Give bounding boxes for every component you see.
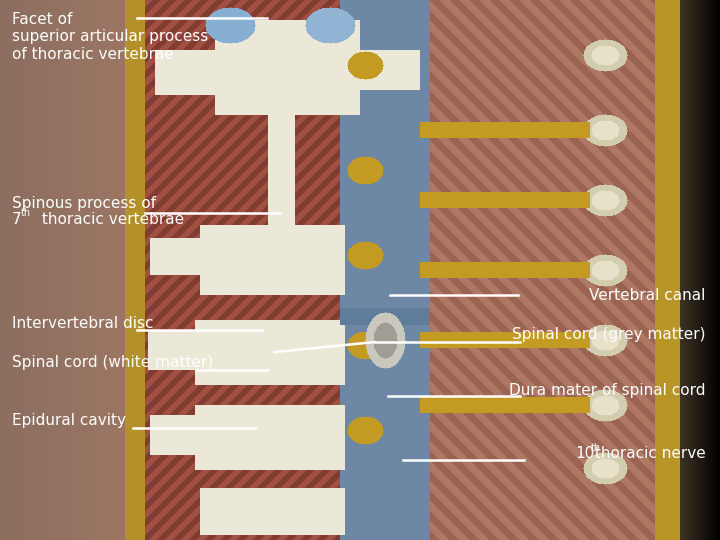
Text: th: th: [22, 208, 32, 218]
Text: th: th: [590, 443, 600, 453]
Text: 10: 10: [575, 446, 595, 461]
Text: Vertebral canal: Vertebral canal: [589, 288, 706, 303]
Text: thoracic nerve: thoracic nerve: [590, 446, 706, 461]
Text: Spinal cord (white matter): Spinal cord (white matter): [12, 355, 213, 370]
Text: Spinal cord (grey matter): Spinal cord (grey matter): [512, 327, 706, 342]
Text: Facet of
superior articular process
of thoracic vertebrae: Facet of superior articular process of t…: [12, 12, 209, 62]
Text: Epidural cavity: Epidural cavity: [12, 414, 126, 429]
Text: Dura mater of spinal cord: Dura mater of spinal cord: [509, 382, 706, 397]
Text: 7: 7: [12, 212, 22, 227]
Text: thoracic vertebrae: thoracic vertebrae: [37, 212, 184, 227]
Text: Intervertebral disc: Intervertebral disc: [12, 315, 154, 330]
Text: Spinous process of: Spinous process of: [12, 196, 156, 211]
